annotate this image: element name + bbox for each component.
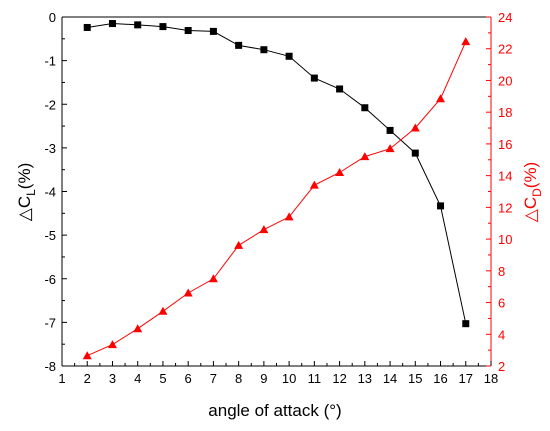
right-y-tick-label: 2 xyxy=(498,359,505,374)
x-tick-label: 13 xyxy=(358,371,372,386)
x-tick-label: 11 xyxy=(308,371,322,386)
series-2-point xyxy=(259,225,269,234)
x-tick-label: 9 xyxy=(260,371,267,386)
x-tick-label: 7 xyxy=(210,371,217,386)
series-1-point xyxy=(134,21,142,29)
series-2-point xyxy=(360,152,370,161)
series-2-point xyxy=(208,274,218,283)
x-tick-label: 14 xyxy=(383,371,397,386)
x-tick-label: 17 xyxy=(459,371,473,386)
x-axis-ticks: 1 2 3 4 5 6 7 8 9 10 11 12 13 14 15 16 17 18 xyxy=(58,361,498,386)
series-layer xyxy=(82,20,471,360)
x-tick-label: 5 xyxy=(159,371,166,386)
right-y-tick-label: 6 xyxy=(498,296,505,311)
series-2-point xyxy=(410,123,420,132)
series-1-point xyxy=(386,126,394,134)
right-y-tick-label: 24 xyxy=(498,10,512,25)
x-axis-label: angle of attack (°) xyxy=(208,401,341,420)
right-y-tick-label: 8 xyxy=(498,264,505,279)
series-1-point xyxy=(361,104,369,112)
series-1-point xyxy=(260,46,268,54)
right-y-tick-label: 20 xyxy=(498,73,512,88)
right-y-tick-label: 16 xyxy=(498,137,512,152)
series-1-line xyxy=(87,22,467,324)
series-2-point xyxy=(284,212,294,221)
series-2-point xyxy=(82,351,92,360)
left-y-axis-label: △CL(%) xyxy=(15,163,38,222)
series-2-point xyxy=(461,37,471,46)
series-1-point xyxy=(184,27,192,35)
x-tick-label: 1 xyxy=(58,371,65,386)
left-y-axis-label-suffix: (%) xyxy=(15,163,34,189)
x-tick-label: 6 xyxy=(185,371,192,386)
series-1-point xyxy=(209,27,217,35)
left-y-tick-label: -5 xyxy=(44,228,56,243)
right-y-axis-label: △CD(%) xyxy=(521,162,544,222)
x-tick-label: 15 xyxy=(408,371,422,386)
x-tick-label: 8 xyxy=(235,371,242,386)
series-1-point xyxy=(336,85,344,93)
series-2-line xyxy=(86,41,467,357)
left-y-tick-label: -8 xyxy=(44,359,56,374)
right-y-axis-label-symbol: △C xyxy=(521,197,540,222)
series-1-point xyxy=(462,320,470,328)
right-y-tick-label: 18 xyxy=(498,105,512,120)
x-tick-label: 4 xyxy=(134,371,141,386)
series-1-point xyxy=(108,20,116,28)
plot-area xyxy=(61,16,492,367)
series-1-point xyxy=(235,41,243,49)
right-y-tick-label: 12 xyxy=(498,200,512,215)
right-y-tick-label: 14 xyxy=(498,169,512,184)
series-2-point xyxy=(107,340,117,349)
series-2-point xyxy=(309,180,319,189)
series-1-point xyxy=(411,149,419,157)
left-y-tick-label: -4 xyxy=(44,185,56,200)
series-2-point xyxy=(436,94,446,103)
left-y-tick-label: 0 xyxy=(49,10,56,25)
right-y-tick-label: 4 xyxy=(498,327,505,342)
left-y-axis-label-subscript: L xyxy=(24,189,38,196)
series-2-point xyxy=(385,144,395,153)
series-1-point xyxy=(83,23,91,31)
series-2-point xyxy=(158,306,168,315)
series-1-point xyxy=(159,23,167,31)
x-tick-label: 16 xyxy=(433,371,447,386)
right-y-axis-label-suffix: (%) xyxy=(521,162,540,188)
x-tick-label: 3 xyxy=(109,371,116,386)
series-2-point xyxy=(183,288,193,297)
series-2-point xyxy=(335,167,345,176)
series-2-point xyxy=(133,324,143,333)
right-y-tick-label: 22 xyxy=(498,42,512,57)
right-y-axis-label-subscript: D xyxy=(530,188,544,197)
x-tick-label: 18 xyxy=(484,371,498,386)
left-y-tick-label: -6 xyxy=(44,272,56,287)
series-1-point xyxy=(285,52,293,60)
left-y-tick-label: -3 xyxy=(44,141,56,156)
series-2-point xyxy=(234,240,244,249)
left-y-tick-label: -1 xyxy=(44,54,56,69)
series-1-point xyxy=(437,202,445,210)
right-y-tick-label: 10 xyxy=(498,232,512,247)
left-y-axis-ticks: 0 -1 -2 -3 -4 -5 -6 -7 -8 xyxy=(44,10,67,374)
x-tick-label: 12 xyxy=(332,371,346,386)
left-y-tick-label: -2 xyxy=(44,97,56,112)
x-tick-label: 10 xyxy=(282,371,296,386)
series-1-point xyxy=(310,74,318,82)
left-y-axis-label-symbol: △C xyxy=(15,196,34,221)
left-y-tick-label: -7 xyxy=(44,315,56,330)
x-tick-label: 2 xyxy=(84,371,91,386)
